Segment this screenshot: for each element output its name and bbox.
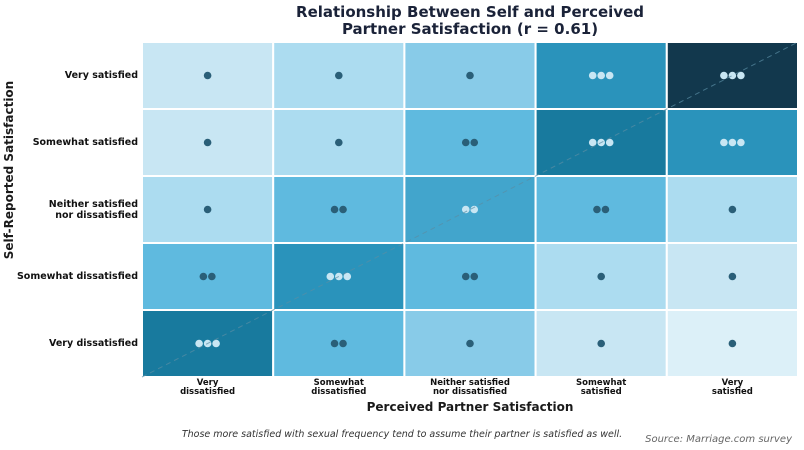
count-dot [597,272,605,281]
y-tick-line: Very dissatisfied [49,338,138,349]
chart-note: Those more satisfied with sexual frequen… [181,429,623,440]
count-dot [203,71,212,80]
x-tick-line: dissatisfied [311,387,367,397]
x-tick-line: satisfied [711,387,753,397]
x-tick-line: dissatisfied [180,387,236,397]
count-dot [588,138,597,147]
count-dot [208,272,216,281]
y-tick-line: Very satisfied [64,70,138,81]
count-dot [605,71,614,80]
x-tick-line: Somewhat [313,378,364,388]
count-dot [199,272,208,281]
count-dot [335,71,343,80]
count-dot [326,272,335,281]
x-tick-line: Very [196,378,219,388]
count-dot [593,205,601,214]
count-dot [330,205,339,214]
source-caption: Source: Marriage.com survey [645,434,792,445]
x-tick-label: Very satisfied [666,379,798,397]
x-tick-label: Neither satisfied nor dissatisfied [404,379,536,397]
count-dot [728,205,737,214]
count-dot [212,339,220,348]
count-dot [203,205,212,214]
y-tick-line: Somewhat satisfied [32,137,138,148]
count-dot [203,138,212,147]
count-dot [597,71,605,80]
y-tick-line: Somewhat dissatisfied [16,271,138,282]
count-dot [335,138,343,147]
y-tick-label: Very satisfied [2,70,138,81]
x-tick-line: Neither satisfied [430,378,510,388]
count-dot [728,138,737,147]
count-dot [728,272,737,281]
y-tick-line: Neither satisfied [48,198,138,210]
count-dot [470,272,479,281]
count-dot [605,138,614,147]
count-dot [728,71,737,80]
count-dot [195,339,203,348]
count-dot [461,205,470,214]
y-tick-label: Somewhat satisfied [2,137,138,148]
count-dot [466,339,474,348]
y-tick-label: Very dissatisfied [2,338,138,349]
x-tick-line: nor dissatisfied [432,387,508,397]
x-tick-line: Somewhat [576,378,627,388]
count-dot [339,205,347,214]
y-axis-label: Self-Reported Satisfaction [2,80,16,260]
count-dot [330,339,339,348]
y-tick-label: Somewhat dissatisfied [2,271,138,282]
count-dot [470,138,479,147]
heatmap-cell [534,175,668,244]
y-tick-label: Neither satisfied nor dissatisfied [2,199,138,221]
count-dot [339,339,347,348]
count-dot [728,339,737,348]
heatmap-cell [403,242,537,311]
x-tick-line: satisfied [580,387,622,397]
count-dot [461,272,470,281]
x-axis-label: Perceived Partner Satisfaction [366,400,574,414]
count-dot [343,272,352,281]
y-tick-line: nor dissatisfied [55,209,138,221]
count-dot [466,71,474,80]
chart-title-line1: Relationship Between Self and Perceived [296,3,644,21]
count-dot [461,138,470,147]
heatmap-cell [665,242,799,311]
x-tick-label: Somewhat satisfied [535,379,667,397]
x-tick-label: Very dissatisfied [142,379,274,397]
x-tick-label: Somewhat dissatisfied [273,379,405,397]
count-dot [470,205,479,214]
heatmap-cell [665,108,799,177]
count-dot [720,138,728,147]
heatmap-cell [272,175,406,244]
count-dot [597,339,605,348]
heatmap-cell [272,309,406,378]
count-dot [588,71,597,80]
chart-title-line2: Partner Satisfaction (r = 0.61) [341,20,599,38]
heatmap-cell [141,242,275,311]
count-dot [720,71,728,80]
diagonal-reference-line [141,41,799,378]
count-dot [737,138,745,147]
count-dot [737,71,745,80]
heatmap-cell [403,108,537,177]
count-dot [601,205,610,214]
x-tick-line: Very [721,378,744,388]
